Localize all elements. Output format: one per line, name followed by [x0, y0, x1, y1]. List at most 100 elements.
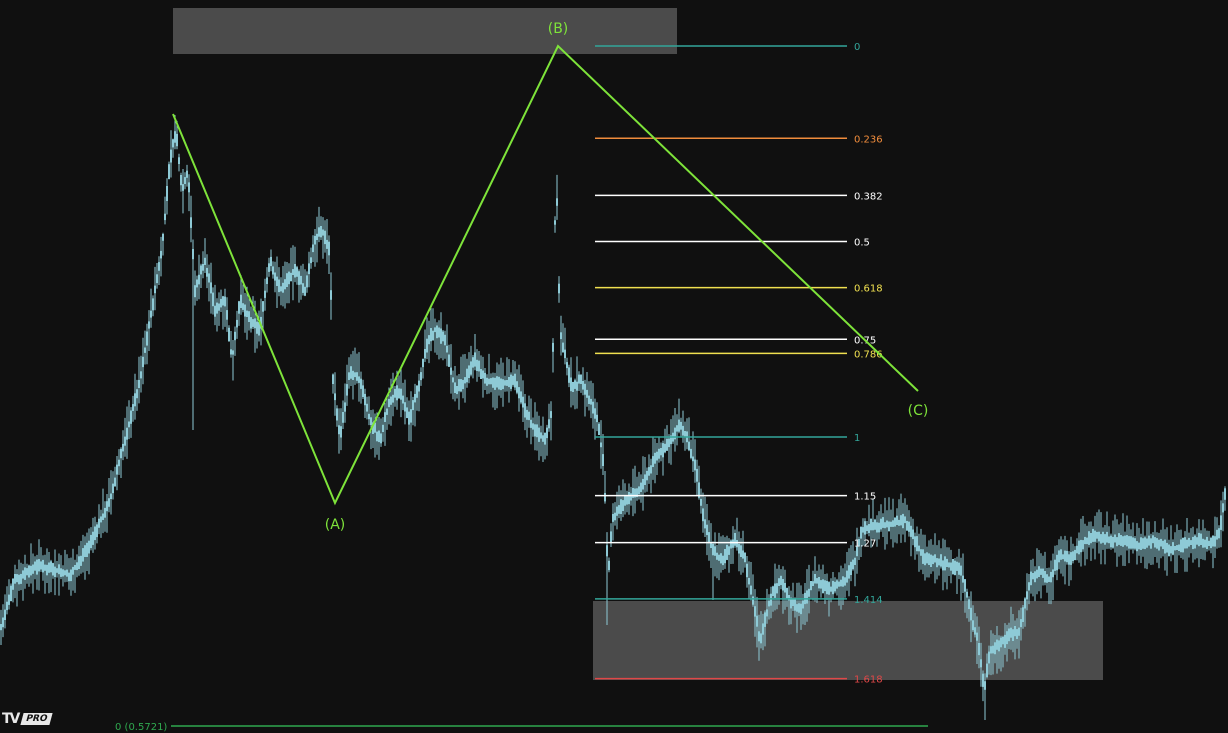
candle-body [702, 508, 704, 522]
candle-body [114, 477, 116, 487]
candle-body [390, 396, 392, 405]
candle-body [1002, 637, 1004, 645]
candle-body [926, 552, 928, 564]
candle-body [332, 374, 334, 384]
candle-body [818, 577, 820, 589]
candle-body [1054, 559, 1056, 571]
candle-body [1074, 549, 1076, 561]
candle-body [438, 327, 440, 338]
candle-body [842, 576, 844, 587]
candle-body [970, 607, 972, 621]
candle-body [300, 275, 302, 285]
candle-body [236, 319, 238, 328]
candle-body [370, 417, 372, 425]
candle-body [736, 540, 738, 548]
candle-body [986, 663, 988, 677]
candle-body [1204, 539, 1206, 548]
candle-body [134, 393, 136, 407]
candle-body [442, 331, 444, 342]
candle-body [582, 381, 584, 390]
logo-mark: TV [2, 711, 20, 727]
candle-body [1212, 535, 1214, 547]
candle-body [1140, 537, 1142, 550]
candle-body [704, 519, 706, 529]
candle-body [316, 233, 318, 240]
candle-body [950, 562, 952, 571]
candle-body [248, 311, 250, 322]
candle-body [810, 581, 812, 591]
candle-body [460, 379, 462, 392]
candle-body [1184, 537, 1186, 549]
candle-body [162, 234, 164, 241]
candle-body [902, 513, 904, 529]
candle-body [276, 276, 278, 286]
candle-body [1088, 531, 1090, 545]
fib-label-8: 1.15 [854, 492, 876, 503]
candle-body [758, 631, 760, 642]
candle-body [46, 564, 48, 576]
candle-body [466, 368, 468, 383]
candle-body [1020, 619, 1022, 628]
candle-body [32, 564, 34, 574]
candle-body [788, 595, 790, 601]
candle-body [568, 367, 570, 383]
candle-body [1082, 540, 1084, 550]
candle-body [794, 598, 796, 611]
candle-body [1220, 515, 1222, 530]
fib-label-9: 1.27 [854, 539, 876, 550]
candle-body [734, 533, 736, 546]
candle-body [354, 372, 356, 378]
candle-body [908, 521, 910, 532]
candle-body [1106, 531, 1108, 543]
candle-body [1174, 546, 1176, 551]
candle-body [432, 330, 434, 341]
candle-body [714, 546, 716, 556]
candle-body [188, 182, 190, 193]
candle-body [78, 556, 80, 569]
candle-body [880, 518, 882, 530]
candle-body [0, 624, 2, 631]
abc-wave-path [172, 44, 919, 506]
candle-body [6, 601, 8, 611]
candle-body [402, 395, 404, 404]
candle-body [392, 394, 394, 403]
candle-body [830, 586, 832, 592]
fib-label-1: 0.236 [854, 134, 883, 145]
candle-body [534, 424, 536, 437]
candle-body [318, 227, 320, 237]
candle-body [1046, 574, 1048, 583]
reference-line-label: 0 (0.5721) [115, 722, 167, 733]
candle-body [482, 370, 484, 379]
candle-body [762, 623, 764, 635]
wave-label-a: (A) [325, 517, 346, 533]
candle-body [340, 426, 342, 438]
candle-body [676, 425, 678, 432]
candle-body [112, 483, 114, 494]
fib-label-0: 0 [854, 42, 860, 53]
candle-body [1138, 542, 1140, 550]
candle-body [254, 318, 256, 329]
candle-body [1102, 531, 1104, 543]
candle-body [364, 393, 366, 406]
candle-body [822, 579, 824, 594]
candle-body [606, 545, 608, 557]
candle-body [502, 379, 504, 390]
candle-body [336, 408, 338, 421]
candle-body [130, 410, 132, 424]
candle-body [608, 560, 610, 571]
candle-body [1008, 628, 1010, 642]
candle-body [1210, 538, 1212, 549]
candle-body [144, 347, 146, 353]
candle-body [440, 328, 442, 344]
candle-body [896, 515, 898, 525]
candle-body [20, 573, 22, 584]
candle-body [618, 505, 620, 514]
candle-body [554, 220, 556, 225]
candle-body [594, 408, 596, 419]
candle-body [122, 443, 124, 452]
candle-body [866, 525, 868, 531]
candle-body [564, 349, 566, 359]
candle-body [434, 327, 436, 333]
candle-body [654, 452, 656, 464]
candle-body [128, 421, 130, 428]
